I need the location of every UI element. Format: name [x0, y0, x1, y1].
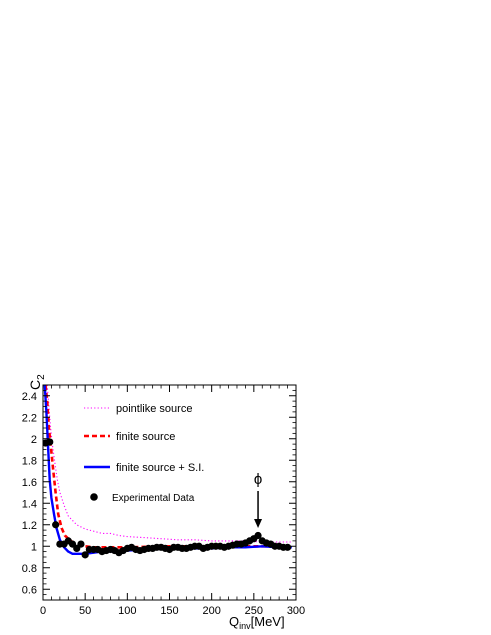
- y-tick-label: 1: [31, 541, 37, 553]
- legend-label: finite source + S.I.: [116, 462, 204, 474]
- data-point: [81, 551, 89, 559]
- x-tick-label: 100: [118, 605, 136, 617]
- series-line-0: [46, 385, 292, 543]
- axis-labels: C2 Qinv[MeV]: [27, 374, 285, 631]
- data-point: [52, 521, 60, 529]
- x-tick-label: 300: [287, 605, 305, 617]
- y-tick-label: 2.4: [22, 391, 37, 403]
- y-tick-label: 1.2: [22, 520, 37, 532]
- data-point: [46, 438, 54, 446]
- phi-arrow-head: [254, 519, 263, 528]
- series-experimental-data: [43, 438, 292, 559]
- legend-label: finite source: [116, 431, 175, 443]
- x-tick-label: 200: [202, 605, 220, 617]
- y-tick-label: 2: [31, 434, 37, 446]
- chart-marks: [43, 385, 292, 559]
- data-point: [283, 543, 292, 551]
- legend-label: Experimental Data: [112, 493, 195, 504]
- y-tick-label: 2.2: [22, 412, 37, 424]
- y-tick-label: 1.6: [22, 477, 37, 489]
- data-point: [254, 531, 262, 540]
- legend-marker: [90, 493, 98, 501]
- y-axis-label: C2: [27, 374, 47, 390]
- phi-label: ϕ: [254, 471, 262, 488]
- y-tick-label: 0.8: [22, 563, 37, 575]
- y-tick-label: 0.6: [22, 584, 37, 596]
- axes: 0 50 100 150 200 250 300 0.6 0.8 1 1.2 1.4 1.6 1.8 2 2.…: [22, 384, 305, 617]
- annotation: ϕ: [254, 471, 262, 528]
- y-tick-label: 1.8: [22, 455, 37, 467]
- x-tick-label: 0: [40, 605, 46, 617]
- legend-label: pointlike source: [116, 403, 192, 415]
- x-tick-label: 250: [245, 605, 263, 617]
- y-tick-label: 1.4: [22, 498, 37, 510]
- x-tick-label: 50: [79, 605, 91, 617]
- x-axis-label: Qinv[MeV]: [229, 614, 285, 631]
- x-tick-label: 150: [160, 605, 178, 617]
- legend: pointlike source finite source finite sour…: [84, 403, 204, 504]
- data-point: [77, 540, 85, 548]
